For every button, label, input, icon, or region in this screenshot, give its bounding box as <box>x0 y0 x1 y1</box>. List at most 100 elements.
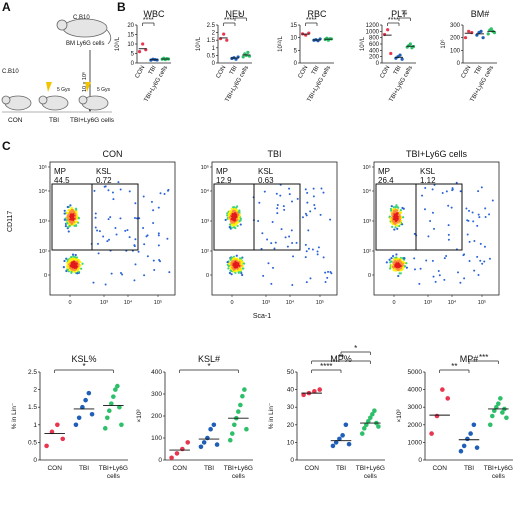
flow-y-tick-label: 10⁴ <box>363 188 372 195</box>
flow-event <box>391 216 394 219</box>
flow-event <box>228 223 232 226</box>
x-tick-label: TBI+Ly6G <box>484 465 513 472</box>
flow-event <box>441 191 444 194</box>
flow-event <box>107 189 110 192</box>
flow-event <box>66 222 69 225</box>
flow-event <box>389 207 393 211</box>
x-tick-label: TBI <box>311 65 321 76</box>
data-point <box>86 390 92 396</box>
data-point <box>174 451 180 456</box>
data-point <box>361 426 367 431</box>
flow-event <box>76 272 79 275</box>
flow-x-tick-label: 0 <box>392 300 395 306</box>
x-tick-label: TBI <box>148 65 158 76</box>
data-point <box>492 30 497 35</box>
flow-event <box>437 270 440 273</box>
x-tick-label-line2: cells <box>107 473 121 480</box>
flow-event <box>397 214 400 217</box>
data-point <box>73 422 79 428</box>
flow-event <box>68 259 72 263</box>
data-point <box>366 418 371 424</box>
flow-x-tick-label: 10⁴ <box>286 299 295 306</box>
flow-event <box>393 262 396 265</box>
flow-event <box>71 210 74 213</box>
y-tick-label: 20 <box>127 23 134 29</box>
flow-title: TBI+Ly6G cells <box>406 149 467 159</box>
flow-event <box>152 221 155 224</box>
data-point <box>376 424 381 429</box>
flow-event <box>73 216 77 219</box>
flow-event <box>481 262 484 265</box>
flow-y-tick-label: 0 <box>44 273 47 279</box>
flow-event <box>71 268 74 271</box>
y-tick-label: 1 <box>33 422 37 429</box>
y-tick-label: 0 <box>131 61 135 67</box>
flow-event <box>401 223 404 226</box>
data-point <box>240 393 245 399</box>
data-point <box>198 444 204 450</box>
flow-event <box>395 262 398 265</box>
flow-event <box>398 218 401 221</box>
flow-event <box>153 268 156 271</box>
data-point <box>111 394 116 399</box>
sig-label: * <box>82 362 85 371</box>
flow-event <box>451 188 454 191</box>
flow-event <box>158 258 161 261</box>
y-axis-label: 10⁹/L <box>114 36 121 51</box>
flow-event <box>258 201 261 204</box>
flow-y-axis-label: CD117 <box>7 211 14 232</box>
flow-event <box>109 216 112 219</box>
y-tick-label: 20 <box>287 422 295 429</box>
flow-event <box>479 242 482 245</box>
data-point <box>236 409 241 414</box>
flow-event <box>235 206 238 209</box>
flow-event <box>443 278 446 281</box>
flow-event <box>395 204 398 207</box>
panel-label-c: C <box>2 139 11 153</box>
flow-event <box>427 235 430 238</box>
flow-event <box>230 226 233 229</box>
flow-y-tick-label: 10³ <box>363 219 371 225</box>
flow-event <box>235 208 238 211</box>
flow-event <box>311 248 314 251</box>
flow-event <box>476 224 479 227</box>
flow-event <box>324 271 327 274</box>
x-tick-label: CON <box>172 465 187 472</box>
y-tick-label: 1200 <box>366 23 380 29</box>
data-point <box>102 426 108 431</box>
y-tick-label: 100 <box>151 435 162 442</box>
data-point <box>382 32 387 37</box>
flow-event <box>232 218 235 221</box>
flow-event <box>480 186 483 189</box>
flow-event <box>282 205 285 208</box>
flow-event <box>403 265 407 268</box>
flow-event <box>92 281 95 284</box>
flow-event <box>114 226 117 229</box>
mp-label: MP <box>54 167 66 176</box>
flow-event <box>137 250 140 253</box>
flow-event <box>396 224 399 227</box>
mp-label: MP <box>378 167 390 176</box>
donor-mouse-icon <box>56 18 112 45</box>
data-point <box>201 440 207 445</box>
flow-event <box>237 259 240 262</box>
flow-event <box>261 232 264 235</box>
flow-event <box>314 207 317 210</box>
flow-event <box>488 257 491 260</box>
flow-event <box>413 232 416 235</box>
flow-event <box>329 218 332 221</box>
flow-event <box>459 281 462 284</box>
y-tick-label: 0 <box>212 61 216 67</box>
flow-event <box>431 188 434 191</box>
flow-event <box>433 227 436 230</box>
flow-event <box>77 267 80 270</box>
flow-event <box>72 255 75 258</box>
flow-event <box>392 205 395 209</box>
x-tick-label: TBI <box>79 465 89 472</box>
flow-event <box>316 250 319 253</box>
flow-event <box>286 245 289 248</box>
y-axis-label: 10⁹/L <box>195 36 202 51</box>
flow-x-tick-label: 10³ <box>424 300 432 306</box>
flow-event <box>74 221 77 224</box>
flow-event <box>296 197 299 200</box>
